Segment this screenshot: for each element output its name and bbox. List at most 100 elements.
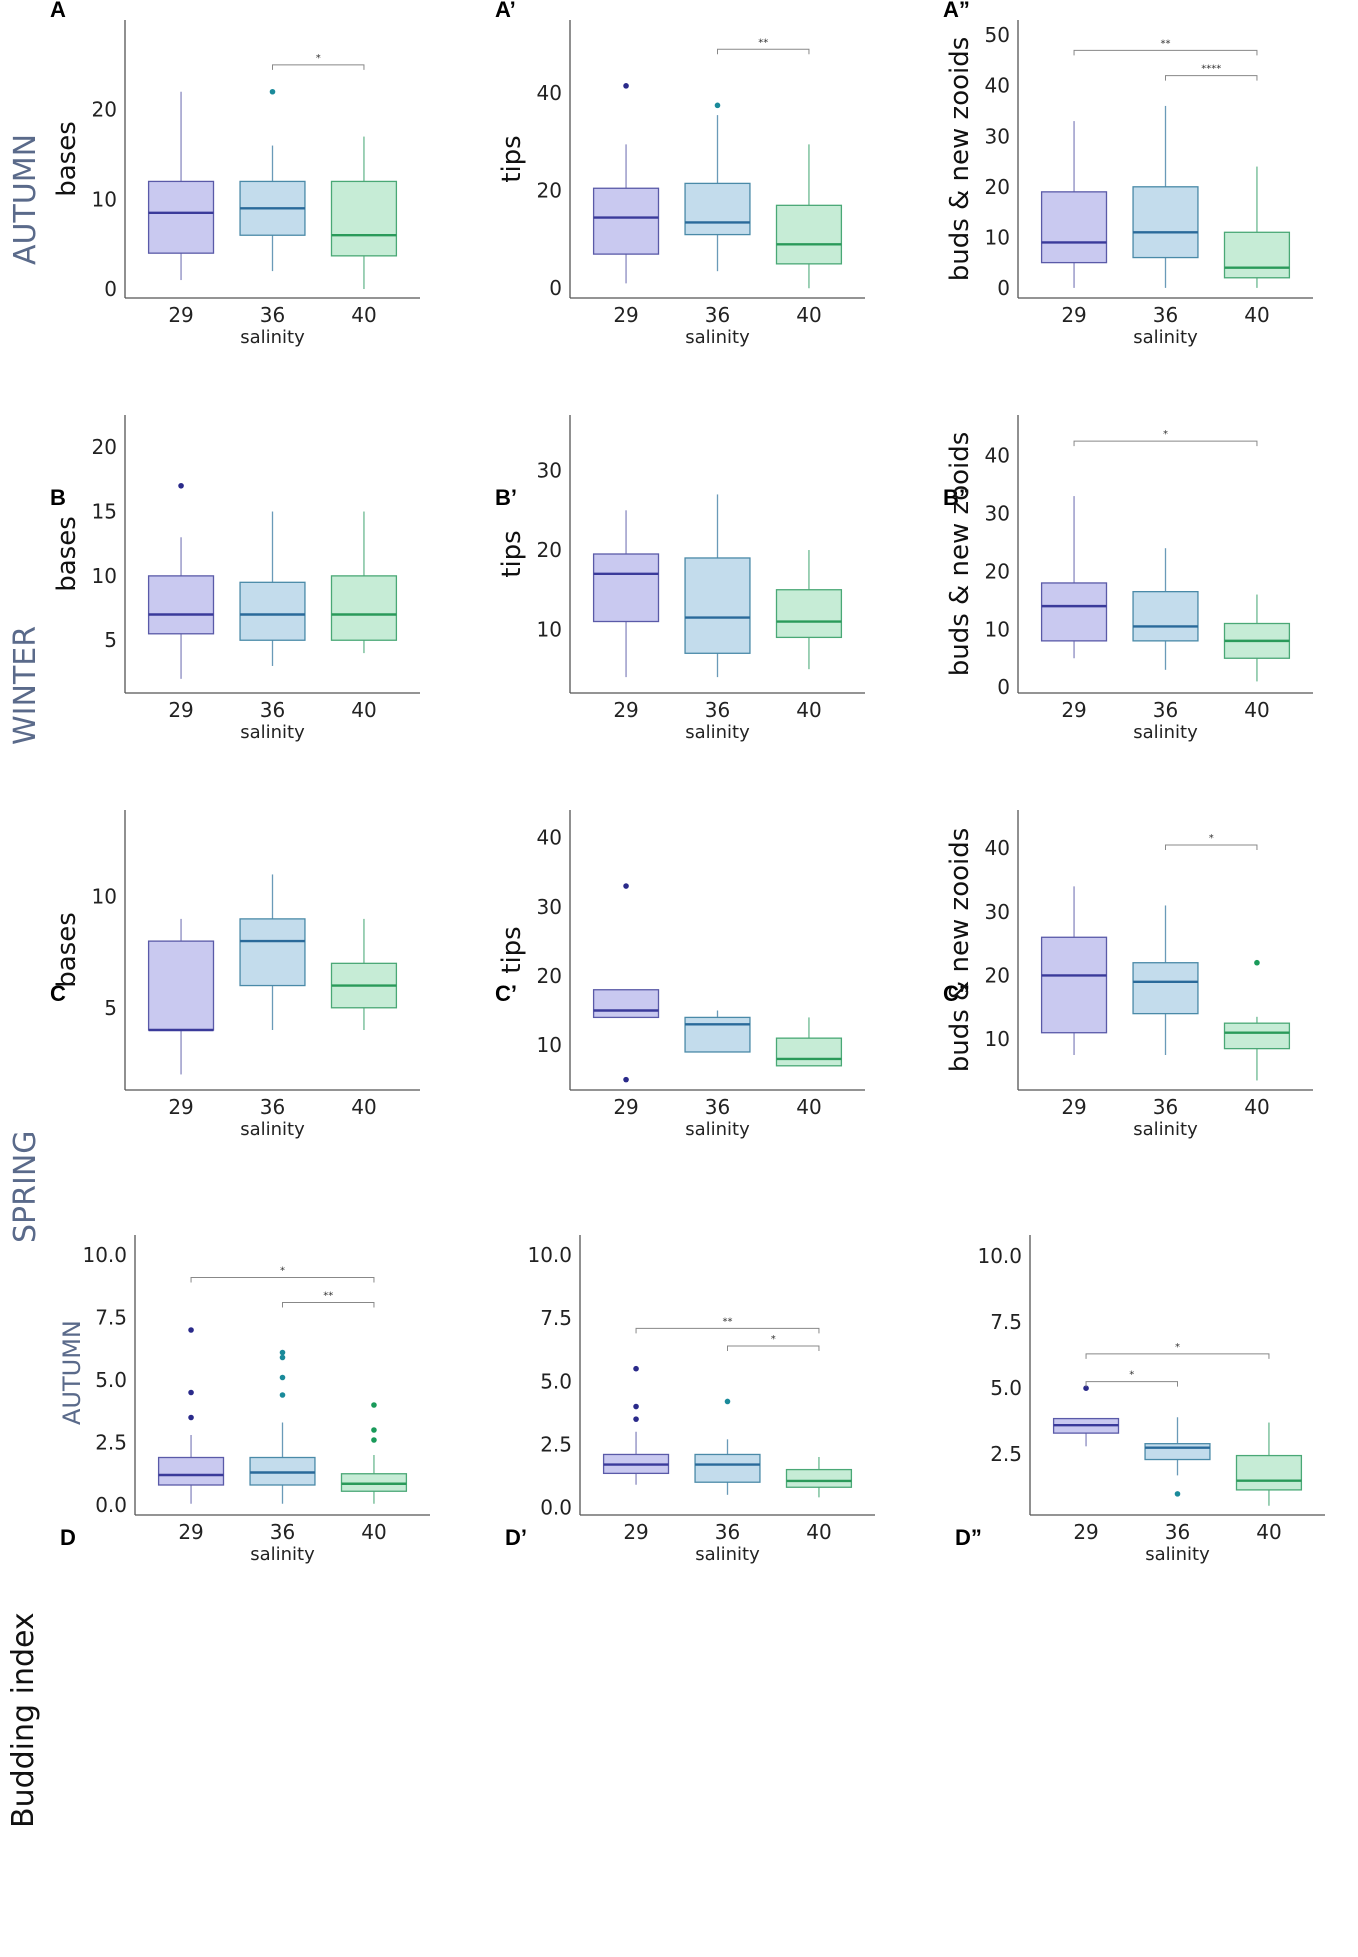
panel-label: A’ <box>495 0 516 22</box>
box-40 <box>330 136 398 290</box>
box-iqr <box>684 182 751 236</box>
y-tick-label: 0 <box>104 277 117 301</box>
bracket-line <box>1073 49 1258 56</box>
significance-stars: ** <box>1161 38 1171 49</box>
box-40 <box>1223 959 1291 1081</box>
x-tick-label: 29 <box>623 1520 648 1544</box>
box-iqr <box>330 180 398 257</box>
x-tick-label: 40 <box>1244 698 1269 722</box>
y-tick-label: 30 <box>537 895 562 919</box>
y-tick-label: 40 <box>985 444 1010 468</box>
x-tick-label: 29 <box>613 698 638 722</box>
box-iqr <box>157 1456 225 1486</box>
bracket-line <box>1165 75 1258 81</box>
y-tick-label: 0 <box>997 675 1010 699</box>
significance-stars: * <box>1175 1342 1180 1353</box>
box-29 <box>602 1365 670 1485</box>
box-iqr <box>239 581 306 641</box>
box-iqr <box>1132 186 1199 259</box>
outlier-point <box>279 1392 286 1398</box>
y-tick-label: 0.0 <box>95 1493 127 1517</box>
panel-B1: B’ 10 20 30 tips 29 36 40 salinity <box>495 415 865 743</box>
y-tick-label: 10 <box>92 187 117 211</box>
x-tick-label: 36 <box>705 698 730 722</box>
box-29 <box>592 883 660 1083</box>
panel-B: B 5 10 15 20 bases 29 36 40 salinity <box>50 415 420 743</box>
significance-bracket: * <box>1085 1342 1270 1359</box>
panel-C: C 5 10 bases 29 36 40 salinity <box>50 810 420 1140</box>
season-label-autumn: AUTUMN <box>8 134 43 265</box>
bracket-line <box>190 1277 375 1283</box>
bracket-line <box>727 1345 820 1351</box>
significance-bracket: ** <box>1073 38 1258 56</box>
y-tick-label: 20 <box>537 179 562 203</box>
bracket-line <box>1165 844 1258 850</box>
box-40 <box>1223 166 1291 288</box>
season-label-winter: WINTER <box>8 626 43 745</box>
x-tick-label: 29 <box>168 698 193 722</box>
x-tick-label: 36 <box>260 698 285 722</box>
significance-bracket: ** <box>717 37 810 55</box>
y-tick-label: 10.0 <box>977 1244 1022 1268</box>
y-tick-label: 20 <box>92 435 117 459</box>
significance-bracket: ** <box>635 1316 820 1334</box>
panel-label: D’ <box>505 1525 527 1550</box>
box-iqr <box>592 553 660 623</box>
outlier-point <box>1254 959 1260 966</box>
y-tick-label: 40 <box>985 74 1010 98</box>
y-axis-label: bases <box>52 121 82 197</box>
box-iqr <box>592 989 660 1019</box>
y-tick-label: 2.5 <box>990 1442 1022 1466</box>
y-tick-label: 30 <box>985 900 1010 924</box>
y-tick-label: 2.5 <box>95 1431 127 1455</box>
y-tick-label: 10 <box>985 225 1010 249</box>
outlier-point <box>633 1365 639 1372</box>
bracket-line <box>1073 440 1258 447</box>
y-tick-label: 30 <box>985 124 1010 148</box>
y-tick-label: 15 <box>92 500 117 524</box>
outlier-point <box>1174 1491 1181 1497</box>
y-axis-label: tips <box>497 530 527 577</box>
panel-A1: A’ 0 20 40 tips 29 36 40 salinity ** <box>495 0 865 348</box>
y-tick-label: 10 <box>92 564 117 588</box>
x-tick-label: 36 <box>1153 698 1178 722</box>
box-40 <box>330 918 398 1030</box>
y-tick-label: 20 <box>985 175 1010 199</box>
panel-label: A” <box>943 0 970 22</box>
box-36 <box>684 494 751 678</box>
box-40 <box>340 1402 408 1504</box>
season-label-spring: SPRING <box>8 1130 43 1243</box>
significance-stars: ** <box>723 1316 733 1327</box>
box-36 <box>1132 548 1199 670</box>
box-iqr <box>330 575 398 641</box>
x-axis-label: salinity <box>685 1119 750 1140</box>
outlier-point <box>188 1327 194 1333</box>
box-iqr <box>1132 590 1199 642</box>
row-label-budding-index: Budding index <box>6 1612 41 1828</box>
box-36 <box>694 1398 761 1495</box>
y-tick-label: 20 <box>537 964 562 988</box>
x-tick-label: 29 <box>1061 698 1086 722</box>
y-tick-label: 10 <box>537 1033 562 1057</box>
y-tick-label: 10.0 <box>527 1243 572 1267</box>
x-tick-label: 40 <box>1256 1520 1281 1544</box>
y-tick-label: 7.5 <box>95 1306 127 1330</box>
box-40 <box>330 511 398 654</box>
outlier-point <box>623 1076 629 1083</box>
x-axis-label: salinity <box>685 722 750 743</box>
panel-C2: C” 10 20 30 40 buds & new zooids 29 36 40 salinit… <box>943 810 1313 1140</box>
y-tick-label: 10.0 <box>82 1243 127 1267</box>
x-axis-label: salinity <box>695 1544 760 1565</box>
x-tick-label: 40 <box>806 1520 831 1544</box>
outlier-point <box>188 1389 194 1396</box>
panel-label: B” <box>943 485 970 510</box>
panel-label: D” <box>955 1525 982 1550</box>
panel-A: A 0 10 20 bases 29 36 40 salinity * <box>50 0 420 348</box>
panel-C1: C’ 10 20 30 40 tips 29 36 40 salinity <box>495 810 865 1140</box>
x-tick-label: 36 <box>260 1095 285 1119</box>
box-36 <box>1144 1417 1211 1497</box>
box-36 <box>1132 905 1199 1055</box>
box-40 <box>775 550 843 670</box>
box-iqr <box>1132 962 1199 1015</box>
